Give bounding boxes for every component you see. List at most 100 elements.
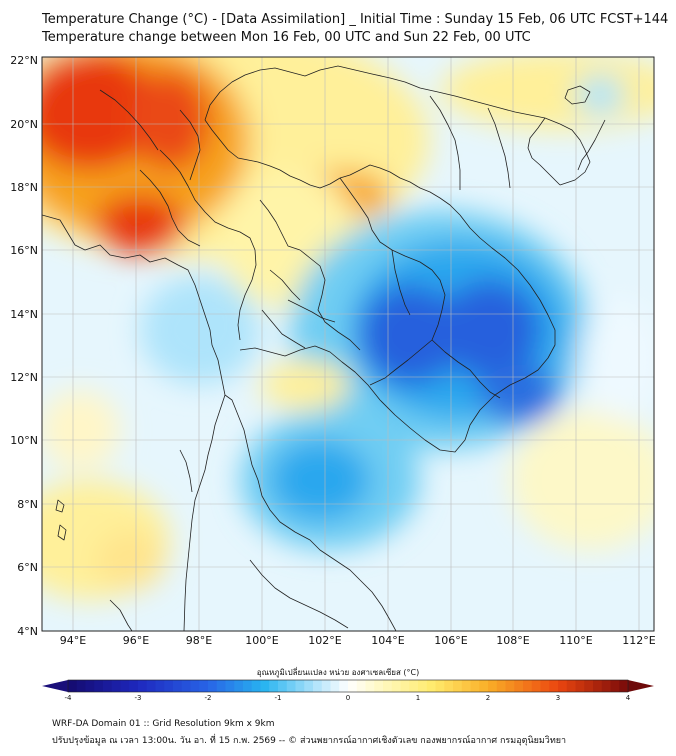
colorbar-segment: [575, 680, 585, 692]
lat-label: 20°N: [10, 118, 38, 131]
lat-label: 12°N: [10, 371, 38, 384]
lat-label: 14°N: [10, 308, 38, 321]
colorbar-segment: [453, 680, 463, 692]
colorbar-segment: [488, 680, 498, 692]
colorbar-segment: [348, 680, 358, 692]
colorbar-segment: [120, 680, 130, 692]
colorbar-segment: [234, 680, 244, 692]
colorbar-tick-label: 1: [416, 694, 420, 702]
lat-label: 4°N: [17, 625, 38, 638]
colorbar-segment: [523, 680, 533, 692]
colorbar-tick-label: 0: [346, 694, 350, 702]
colorbar-segment: [584, 680, 594, 692]
colorbar-segment: [400, 680, 410, 692]
colorbar-segment: [243, 680, 253, 692]
colorbar-tick-label: -4: [65, 694, 73, 702]
colorbar-segment: [435, 680, 445, 692]
colorbar-segment: [470, 680, 480, 692]
colorbar-segment: [225, 680, 235, 692]
colorbar-segment: [356, 680, 367, 692]
map-subtitle: Temperature change between Mon 16 Feb, 0…: [42, 30, 531, 45]
colorbar-segment: [418, 680, 428, 692]
colorbar-segment: [444, 680, 454, 692]
lat-label: 6°N: [17, 561, 38, 574]
colorbar-segment: [391, 680, 402, 692]
colorbar-segment: [76, 680, 87, 692]
colorbar-segment: [531, 680, 542, 692]
colorbar-segment: [566, 680, 577, 692]
lon-label: 96°E: [123, 634, 149, 647]
colorbar-segment: [593, 680, 603, 692]
lon-label: 112°E: [622, 634, 655, 647]
colorbar-segment: [146, 680, 157, 692]
lon-label: 100°E: [245, 634, 278, 647]
colorbar-ticks: -4 -3 -2 -1 0 1 2 3 4: [65, 694, 631, 702]
colorbar-segment: [374, 680, 384, 692]
temperature-field: [42, 57, 654, 600]
lon-label: 104°E: [371, 634, 404, 647]
colorbar-segment: [505, 680, 515, 692]
lat-label: 22°N: [10, 54, 38, 67]
colorbar-segment: [103, 680, 113, 692]
colorbar-tick-label: 3: [556, 694, 560, 702]
colorbar-segment: [68, 680, 78, 692]
graticule: [42, 57, 654, 631]
colorbar-segment: [610, 680, 620, 692]
colorbar-max-arrow: [628, 680, 654, 692]
colorbar-segment: [409, 680, 419, 692]
colorbar-segment: [286, 680, 297, 692]
temperature-change-map: 22°N 20°N 18°N 16°N 14°N 12°N 10°N 8°N 6…: [10, 54, 656, 647]
lat-label: 16°N: [10, 244, 38, 257]
map-frame: [41, 56, 655, 632]
colorbar-segments: [68, 680, 629, 692]
colorbar-segment: [514, 680, 524, 692]
colorbar-min-arrow: [42, 680, 68, 692]
colorbar-segment: [549, 680, 559, 692]
colorbar-segment: [260, 680, 270, 692]
lat-label: 8°N: [17, 498, 38, 511]
lon-label: 98°E: [186, 634, 212, 647]
lat-label: 18°N: [10, 181, 38, 194]
colorbar-tick-label: -1: [275, 694, 282, 702]
colorbar-segment: [94, 680, 104, 692]
colorbar-segment: [85, 680, 95, 692]
lon-label: 106°E: [434, 634, 467, 647]
colorbar-segment: [540, 680, 550, 692]
colorbar-segment: [313, 680, 323, 692]
colorbar-segment: [138, 680, 148, 692]
lon-label: 110°E: [559, 634, 592, 647]
map-plot-area: [42, 57, 654, 631]
colorbar-tick-label: 4: [626, 694, 631, 702]
colorbar-segment: [164, 680, 174, 692]
lat-label: 10°N: [10, 434, 38, 447]
colorbar-segment: [383, 680, 393, 692]
colorbar-segment: [304, 680, 314, 692]
colorbar-segment: [216, 680, 227, 692]
lon-label: 94°E: [60, 634, 86, 647]
colorbar-segment: [461, 680, 472, 692]
colorbar-tick-label: -2: [205, 694, 212, 702]
colorbar-segment: [181, 680, 192, 692]
colorbar-segment: [129, 680, 139, 692]
longitude-axis: 94°E 96°E 98°E 100°E 102°E 104°E 106°E 1…: [60, 634, 656, 647]
lon-label: 102°E: [308, 634, 341, 647]
colorbar-segment: [111, 680, 122, 692]
footer-model-info: WRF-DA Domain 01 :: Grid Resolution 9km …: [52, 719, 275, 729]
latitude-axis: 22°N 20°N 18°N 16°N 14°N 12°N 10°N 8°N 6…: [10, 54, 38, 638]
colorbar-tick-label: 2: [486, 694, 490, 702]
footer-credit: ปรับปรุงข้อมูล ณ เวลา 13:00น. วัน อา. ที…: [52, 736, 567, 746]
colorbar-segment: [173, 680, 183, 692]
colorbar-segment: [365, 680, 375, 692]
lon-label: 108°E: [496, 634, 529, 647]
colorbar-segment: [295, 680, 305, 692]
colorbar-segment: [199, 680, 209, 692]
colorbar-segment: [479, 680, 489, 692]
colorbar-tick-label: -3: [135, 694, 142, 702]
colorbar-segment: [601, 680, 612, 692]
coastlines-and-borders: [42, 65, 606, 631]
colorbar-segment: [619, 680, 629, 692]
colorbar-segment: [155, 680, 165, 692]
colorbar-segment: [558, 680, 568, 692]
colorbar: -4 -3 -2 -1 0 1 2 3 4: [42, 679, 654, 702]
colorbar-segment: [190, 680, 200, 692]
